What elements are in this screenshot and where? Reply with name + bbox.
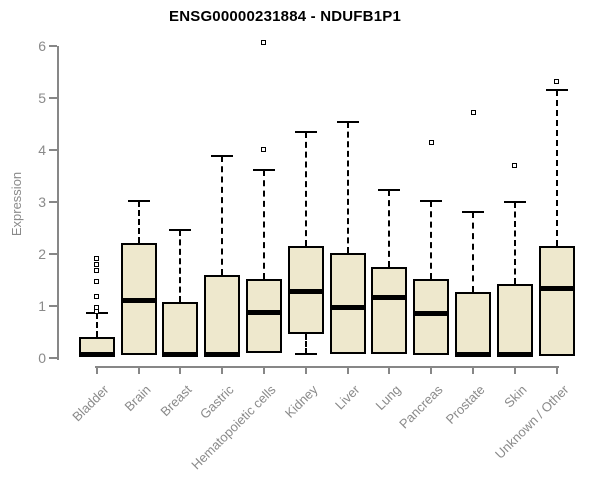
x-tick: [179, 367, 182, 374]
whisker-upper: [472, 211, 475, 293]
y-tick: [49, 201, 57, 204]
x-axis-line: [94, 366, 559, 368]
outlier-point: [94, 294, 100, 300]
whisker-lower: [304, 333, 307, 354]
outlier-point: [94, 268, 100, 274]
whisker-upper: [346, 121, 349, 254]
x-tick: [388, 367, 391, 374]
whisker-cap-upper: [378, 189, 401, 192]
whisker-cap-upper: [169, 228, 192, 231]
y-tick-label: 6: [38, 38, 46, 55]
whisker-cap-upper: [462, 210, 485, 213]
y-tick-label: 1: [38, 298, 46, 315]
y-tick: [49, 45, 57, 48]
whisker-cap-upper: [545, 88, 568, 91]
outlier-point: [94, 279, 100, 285]
y-tick-label: 3: [38, 194, 46, 211]
y-tick: [49, 149, 57, 152]
outlier-point: [94, 304, 100, 310]
y-tick: [49, 305, 57, 308]
median-line: [455, 352, 492, 358]
whisker-upper: [430, 201, 433, 279]
y-axis-line: [57, 46, 59, 360]
x-tick: [430, 367, 433, 374]
whisker-cap-upper: [252, 168, 275, 171]
x-tick: [513, 367, 516, 374]
box: [496, 283, 533, 357]
whisker-upper: [95, 313, 98, 338]
median-line: [371, 295, 408, 301]
median-line: [78, 352, 115, 358]
whisker-upper: [262, 169, 265, 280]
whisker-upper: [137, 201, 140, 243]
whisker-cap-upper: [503, 201, 526, 204]
whisker-cap-upper: [294, 131, 317, 134]
box: [329, 253, 366, 355]
x-tick: [137, 367, 140, 374]
outlier-point: [470, 110, 476, 116]
median-line: [120, 298, 157, 304]
whisker-upper: [179, 229, 182, 302]
median-line: [204, 352, 241, 358]
outlier-point: [94, 255, 100, 261]
whisker-cap-upper: [420, 200, 443, 203]
y-tick: [49, 253, 57, 256]
y-tick: [49, 97, 57, 100]
y-tick-label: 5: [38, 90, 46, 107]
y-tick-label: 4: [38, 142, 46, 159]
y-tick-label: 2: [38, 246, 46, 263]
x-tick: [472, 367, 475, 374]
box: [455, 292, 492, 357]
chart-title: ENSG00000231884 - NDUFB1P1: [169, 8, 401, 25]
whisker-cap-upper: [127, 200, 150, 203]
x-tick: [262, 367, 265, 374]
box: [204, 274, 241, 357]
box: [538, 245, 575, 356]
x-tick: [304, 367, 307, 374]
y-tick-label: 0: [38, 350, 46, 366]
x-tick: [221, 367, 224, 374]
whisker-upper: [388, 190, 391, 267]
whisker-cap-lower: [294, 352, 317, 355]
outlier-point: [261, 40, 267, 46]
median-line: [287, 289, 324, 295]
x-tick: [555, 367, 558, 374]
median-line: [245, 310, 282, 316]
whisker-upper: [221, 155, 224, 275]
outlier-point: [428, 140, 434, 146]
median-line: [162, 352, 199, 358]
outlier-point: [94, 262, 100, 268]
whisker-upper: [304, 132, 307, 246]
box: [245, 279, 282, 353]
whisker-cap-upper: [211, 154, 234, 157]
outlier-point: [554, 78, 560, 84]
outlier-point: [512, 163, 518, 169]
y-tick: [49, 357, 57, 359]
median-line: [538, 286, 575, 292]
median-line: [329, 304, 366, 310]
box: [162, 301, 199, 357]
whisker-upper: [513, 202, 516, 284]
x-tick: [346, 367, 349, 374]
box: [413, 278, 450, 356]
median-line: [496, 352, 533, 358]
whisker-upper: [555, 89, 558, 246]
outlier-point: [261, 146, 267, 152]
box: [371, 266, 408, 354]
median-line: [413, 311, 450, 317]
whisker-cap-upper: [336, 120, 359, 123]
x-tick: [95, 367, 98, 374]
